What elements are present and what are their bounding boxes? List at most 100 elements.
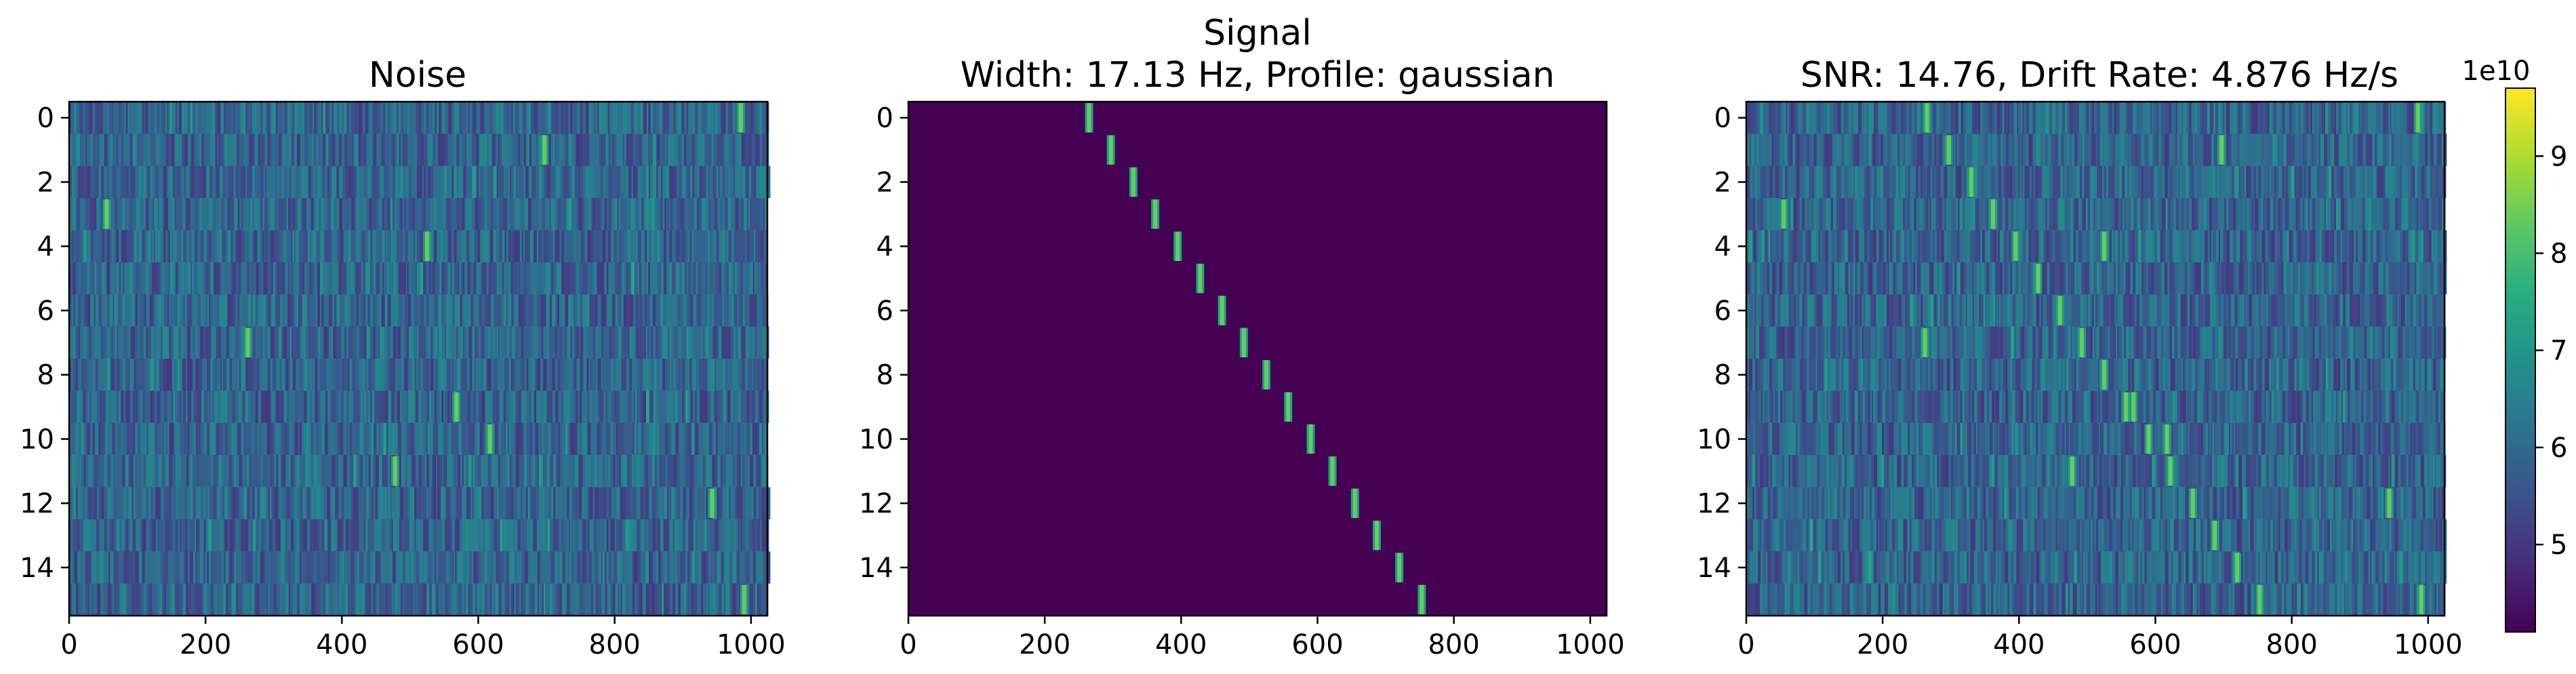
heatmap-cell [260, 519, 264, 552]
heatmap-cell [696, 519, 698, 552]
heatmap-cell [138, 455, 140, 488]
heatmap-cell [190, 519, 193, 552]
heatmap-cell [421, 359, 423, 391]
heatmap-cell [735, 165, 739, 199]
heatmap-cell [613, 455, 616, 488]
heatmap-cell [250, 326, 254, 359]
heatmap-cell [570, 519, 572, 552]
heatmap-cell [2022, 102, 2025, 134]
heatmap-cell [199, 391, 202, 423]
heatmap-cell [97, 165, 99, 199]
heatmap-cell [238, 391, 240, 423]
heatmap-cell [523, 519, 527, 552]
heatmap-cell [83, 551, 85, 584]
heatmap-cell [719, 165, 723, 199]
heatmap-cell [221, 326, 224, 359]
heatmap-cell [411, 262, 414, 295]
heatmap-cell [270, 230, 275, 262]
heatmap-cell [558, 422, 561, 456]
heatmap-cell [74, 391, 77, 423]
heatmap-cell [113, 455, 116, 488]
heatmap-cell [601, 326, 603, 359]
heatmap-cell [374, 391, 377, 423]
heatmap-cell [235, 134, 237, 166]
heatmap-cell [182, 294, 186, 327]
heatmap-cell [260, 230, 262, 262]
heatmap-cell [643, 198, 647, 231]
heatmap-cell [712, 583, 717, 616]
heatmap-cell [401, 519, 404, 552]
heatmap-cell [146, 230, 149, 262]
heatmap-cell [683, 391, 686, 423]
heatmap-cell [72, 165, 76, 199]
heatmap-cell [534, 134, 537, 166]
heatmap-cell [589, 134, 592, 166]
heatmap-cell [518, 519, 521, 552]
heatmap-cell [441, 519, 445, 552]
heatmap-cell [508, 134, 513, 166]
heatmap-cell [635, 583, 637, 616]
heatmap-cell [746, 391, 750, 423]
heatmap-cell [316, 326, 319, 359]
heatmap-cell [81, 294, 85, 327]
heatmap-cell [128, 551, 132, 584]
heatmap-cell [323, 134, 326, 166]
heatmap-cell [589, 487, 593, 519]
heatmap-cell [190, 359, 193, 391]
heatmap-cell [757, 134, 761, 166]
heatmap-cell [124, 262, 126, 295]
heatmap-cell [370, 422, 374, 456]
heatmap-cell [340, 519, 343, 552]
heatmap-cell [675, 391, 677, 423]
heatmap-cell [391, 583, 396, 616]
heatmap-cell [677, 487, 681, 519]
heatmap-cell [566, 230, 570, 262]
heatmap-cell [317, 359, 321, 391]
heatmap-cell [640, 455, 644, 488]
heatmap-cell [1975, 102, 1977, 134]
heatmap-cell [106, 583, 108, 616]
heatmap-cell [659, 487, 663, 519]
heatmap-cell [711, 294, 715, 327]
heatmap-cell [1767, 102, 1769, 134]
heatmap-cell [487, 198, 489, 231]
heatmap-cell [289, 391, 292, 423]
heatmap-cell [577, 102, 580, 134]
heatmap-cell [105, 583, 107, 616]
heatmap-cell [733, 551, 738, 584]
heatmap-cell [212, 519, 215, 552]
heatmap-cell [359, 455, 361, 488]
heatmap-cell [297, 583, 300, 616]
heatmap-cell [176, 422, 179, 456]
heatmap-cell [466, 359, 468, 391]
heatmap-cell [514, 583, 517, 616]
heatmap-cell [182, 519, 186, 552]
heatmap-cell [97, 391, 100, 423]
heatmap-cell [666, 262, 668, 295]
heatmap-cell [257, 487, 260, 519]
heatmap-cell [225, 294, 228, 327]
heatmap-cell [523, 326, 525, 359]
heatmap-cell [426, 262, 428, 295]
heatmap-cell [378, 326, 381, 359]
heatmap-cell [143, 230, 145, 262]
heatmap-cell [357, 165, 360, 199]
heatmap-cell [650, 294, 653, 327]
heatmap-cell [243, 262, 247, 295]
heatmap-cell [510, 519, 513, 552]
heatmap-cell [1887, 102, 1889, 134]
heatmap-cell [517, 230, 521, 262]
heatmap-cell [433, 422, 437, 456]
heatmap-cell [106, 391, 108, 423]
heatmap-cell [340, 134, 342, 166]
heatmap-cell [289, 294, 294, 327]
heatmap-cell [108, 391, 112, 423]
heatmap-cell [543, 326, 545, 359]
heatmap-cell [285, 519, 287, 552]
heatmap-cell [764, 326, 767, 359]
heatmap-cell [628, 326, 630, 359]
heatmap-cell [539, 165, 542, 199]
heatmap-cell [615, 165, 620, 199]
heatmap-cell [517, 551, 521, 584]
heatmap-cell [683, 583, 687, 616]
